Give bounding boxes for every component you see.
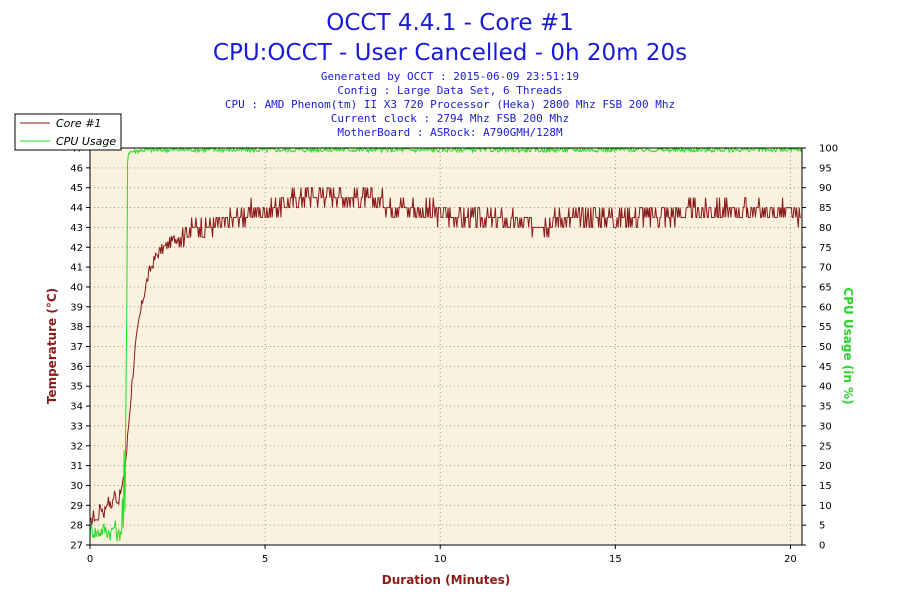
y-right-tick-label: 60 [819, 302, 832, 313]
legend-box [14, 113, 122, 151]
legend: Core #1 CPU Usage [14, 113, 122, 151]
y-left-tick-label: 29 [70, 501, 83, 512]
y-right-tick-label: 35 [819, 402, 832, 413]
info-line-config: Config : Large Data Set, 6 Threads [337, 84, 562, 97]
y-right-tick-label: 65 [819, 282, 832, 293]
y-right-tick-label: 5 [819, 521, 825, 532]
y-left-tick-label: 45 [70, 183, 83, 194]
y-right-tick-label: 95 [819, 163, 832, 174]
y-left-tick-label: 43 [70, 223, 83, 234]
y-right-tick-label: 100 [819, 144, 838, 155]
y-right-tick-label: 30 [819, 421, 832, 432]
y-left-tick-label: 36 [70, 362, 83, 373]
y-left-tick-label: 37 [70, 342, 83, 353]
y-right-tick-label: 55 [819, 322, 832, 333]
x-tick-label: 10 [434, 554, 447, 565]
y-right-tick-label: 75 [819, 243, 832, 254]
y-right-tick-label: 90 [819, 183, 832, 194]
y-right-tick-label: 25 [819, 441, 832, 452]
chart-subtitle: CPU:OCCT - User Cancelled - 0h 20m 20s [213, 40, 687, 66]
info-line-cpu: CPU : AMD Phenom(tm) II X3 720 Processor… [225, 98, 675, 111]
x-tick-label: 15 [609, 554, 622, 565]
x-tick-label: 0 [87, 554, 93, 565]
y-left-tick-label: 33 [70, 421, 83, 432]
y-left-tick-label: 32 [70, 441, 83, 452]
chart-title: OCCT 4.4.1 - Core #1 [326, 10, 573, 36]
y-right-tick-label: 40 [819, 382, 832, 393]
x-tick-label: 20 [784, 554, 797, 565]
x-axis-ticks: 0 5 10 15 20 [87, 545, 797, 565]
y-left-tick-label: 34 [70, 402, 83, 413]
y-right-tick-label: 0 [819, 541, 825, 552]
x-axis-label: Duration (Minutes) [382, 573, 510, 587]
y-left-tick-label: 31 [70, 461, 83, 472]
series-line-cpu-usage [89, 146, 803, 542]
y-right-tick-label: 45 [819, 362, 832, 373]
y-axis-right-label: CPU Usage (in %) [841, 287, 855, 404]
y-right-tick-label: 80 [819, 223, 832, 234]
y-axis-left-label: Temperature (°C) [45, 288, 59, 404]
y-left-tick-label: 28 [70, 521, 83, 532]
y-left-tick-label: 46 [70, 163, 83, 174]
info-line-motherboard: MotherBoard : ASRock: A790GMH/128M [337, 126, 563, 139]
left-axis-ticks: 27 28 29 30 31 32 33 34 35 36 37 38 39 40 41 42 43 44 45 46… [70, 144, 90, 552]
series-line-core1 [89, 187, 801, 526]
y-left-tick-label: 44 [70, 203, 83, 214]
y-left-tick-label: 40 [70, 282, 83, 293]
x-tick-label: 5 [262, 554, 268, 565]
y-left-tick-label: 39 [70, 302, 83, 313]
y-left-tick-label: 41 [70, 263, 83, 274]
y-right-tick-label: 50 [819, 342, 832, 353]
y-left-tick-label: 42 [70, 243, 83, 254]
right-axis-ticks: 0 5 10 15 20 25 30 35 40 45 50 55 60 65 70 75 80 85 90 95 10… [802, 144, 838, 552]
info-line-clock: Current clock : 2794 Mhz FSB 200 Mhz [331, 112, 569, 125]
y-right-tick-label: 15 [819, 481, 832, 492]
y-left-tick-label: 30 [70, 481, 83, 492]
y-right-tick-label: 70 [819, 263, 832, 274]
info-line-generated: Generated by OCCT : 2015-06-09 23:51:19 [321, 70, 579, 83]
grid-lines [90, 148, 802, 545]
series-lines [89, 146, 803, 542]
y-left-tick-label: 35 [70, 382, 83, 393]
y-left-tick-label: 27 [70, 541, 83, 552]
legend-label-cpu-usage: CPU Usage [56, 135, 116, 148]
plot-frame [89, 147, 803, 546]
legend-label-core1: Core #1 [56, 117, 101, 130]
y-left-tick-label: 38 [70, 322, 83, 333]
y-right-tick-label: 85 [819, 203, 832, 214]
y-right-tick-label: 10 [819, 501, 832, 512]
y-right-tick-label: 20 [819, 461, 832, 472]
